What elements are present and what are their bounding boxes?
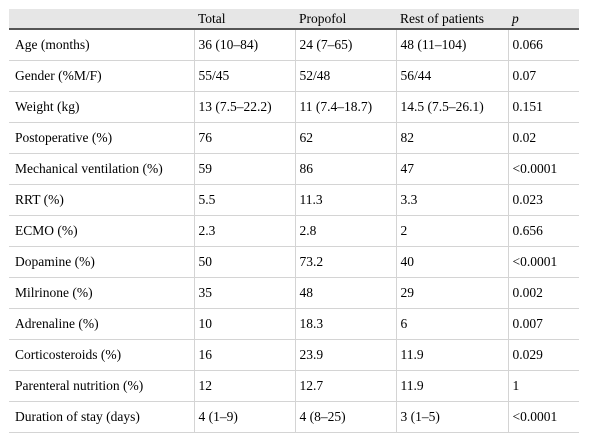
table-cell: 48 <box>295 277 397 309</box>
row-label: Duration of stay (days) <box>9 401 195 433</box>
table-cell: 62 <box>295 122 397 154</box>
table-cell: 10 <box>194 308 296 340</box>
table-cell: <0.0001 <box>508 246 579 278</box>
table-cell: 0.029 <box>508 339 579 371</box>
row-label: RRT (%) <box>9 184 195 216</box>
row-label: Age (months) <box>9 29 195 61</box>
column-header-1: Total <box>194 9 295 30</box>
table-cell: 29 <box>396 277 509 309</box>
table-cell: 40 <box>396 246 509 278</box>
row-label: Milrinone (%) <box>9 277 195 309</box>
table-row: Gender (%M/F) 55/45 52/48 56/44 0.07 <box>9 60 579 92</box>
table-row: Milrinone (%) 35 48 29 0.002 <box>9 277 579 309</box>
row-label: Weight (kg) <box>9 91 195 123</box>
table-row: Mechanical ventilation (%) 59 86 47 <0.0001 <box>9 153 579 185</box>
table-cell: 4 (1–9) <box>194 401 296 433</box>
table-cell: 59 <box>194 153 296 185</box>
table-cell: 4 (8–25) <box>295 401 397 433</box>
table-cell: 0.002 <box>508 277 579 309</box>
table-cell: 18.3 <box>295 308 397 340</box>
table-cell: 0.02 <box>508 122 579 154</box>
table-header-row: Total Propofol Rest of patients p <box>9 9 579 30</box>
table-cell: 11.3 <box>295 184 397 216</box>
column-header-4: p <box>508 9 579 30</box>
table-cell: 14.5 (7.5–26.1) <box>396 91 509 123</box>
table-row: Weight (kg) 13 (7.5–22.2) 11 (7.4–18.7) 14.… <box>9 91 579 123</box>
table-row: Parenteral nutrition (%) 12 12.7 11.9 1 <box>9 370 579 402</box>
row-label: Mechanical ventilation (%) <box>9 153 195 185</box>
table-cell: 76 <box>194 122 296 154</box>
table-cell: 23.9 <box>295 339 397 371</box>
table-row: Dopamine (%) 50 73.2 40 <0.0001 <box>9 246 579 278</box>
table-cell: 13 (7.5–22.2) <box>194 91 296 123</box>
table-cell: 47 <box>396 153 509 185</box>
row-label: Corticosteroids (%) <box>9 339 195 371</box>
table-row: Adrenaline (%) 10 18.3 6 0.007 <box>9 308 579 340</box>
row-label: Postoperative (%) <box>9 122 195 154</box>
table-cell: 16 <box>194 339 296 371</box>
row-label: Adrenaline (%) <box>9 308 195 340</box>
table-cell: 2.8 <box>295 215 397 247</box>
table-cell: <0.0001 <box>508 401 579 433</box>
table-cell: 3.3 <box>396 184 509 216</box>
table-cell: 0.07 <box>508 60 579 92</box>
table-cell: 0.007 <box>508 308 579 340</box>
table-cell: 5.5 <box>194 184 296 216</box>
table-cell: 11.9 <box>396 339 509 371</box>
table-cell: 36 (10–84) <box>194 29 296 61</box>
row-label: Parenteral nutrition (%) <box>9 370 195 402</box>
table-cell: 24 (7–65) <box>295 29 397 61</box>
row-label: Dopamine (%) <box>9 246 195 278</box>
column-header-3: Rest of patients <box>396 9 508 30</box>
table-cell: 82 <box>396 122 509 154</box>
table-cell: 11.9 <box>396 370 509 402</box>
patient-characteristics-table: Total Propofol Rest of patients p Age (mont… <box>9 9 579 433</box>
table-cell: 0.656 <box>508 215 579 247</box>
table-cell: 56/44 <box>396 60 509 92</box>
table-row: RRT (%) 5.5 11.3 3.3 0.023 <box>9 184 579 216</box>
table-cell: 50 <box>194 246 296 278</box>
table-cell: 12.7 <box>295 370 397 402</box>
table-container: Total Propofol Rest of patients p Age (mont… <box>9 9 579 433</box>
table-cell: 2.3 <box>194 215 296 247</box>
table-cell: 11 (7.4–18.7) <box>295 91 397 123</box>
table-cell: 86 <box>295 153 397 185</box>
table-row: ECMO (%) 2.3 2.8 2 0.656 <box>9 215 579 247</box>
table-cell: 0.023 <box>508 184 579 216</box>
table-cell: 48 (11–104) <box>396 29 509 61</box>
table-row: Postoperative (%) 76 62 82 0.02 <box>9 122 579 154</box>
table-cell: <0.0001 <box>508 153 579 185</box>
table-cell: 6 <box>396 308 509 340</box>
column-header-2: Propofol <box>295 9 396 30</box>
row-label: ECMO (%) <box>9 215 195 247</box>
table-row: Corticosteroids (%) 16 23.9 11.9 0.029 <box>9 339 579 371</box>
table-cell: 0.066 <box>508 29 579 61</box>
table-cell: 3 (1–5) <box>396 401 509 433</box>
row-label: Gender (%M/F) <box>9 60 195 92</box>
table-cell: 35 <box>194 277 296 309</box>
table-row: Duration of stay (days) 4 (1–9) 4 (8–25) 3 … <box>9 401 579 433</box>
table-cell: 52/48 <box>295 60 397 92</box>
table-cell: 1 <box>508 370 579 402</box>
table-cell: 12 <box>194 370 296 402</box>
table-cell: 2 <box>396 215 509 247</box>
table-row: Age (months) 36 (10–84) 24 (7–65) 48 (11–10… <box>9 29 579 61</box>
table-cell: 73.2 <box>295 246 397 278</box>
table-cell: 55/45 <box>194 60 296 92</box>
table-body: Age (months) 36 (10–84) 24 (7–65) 48 (11–10… <box>9 29 579 433</box>
column-header-0 <box>9 9 194 30</box>
table-cell: 0.151 <box>508 91 579 123</box>
